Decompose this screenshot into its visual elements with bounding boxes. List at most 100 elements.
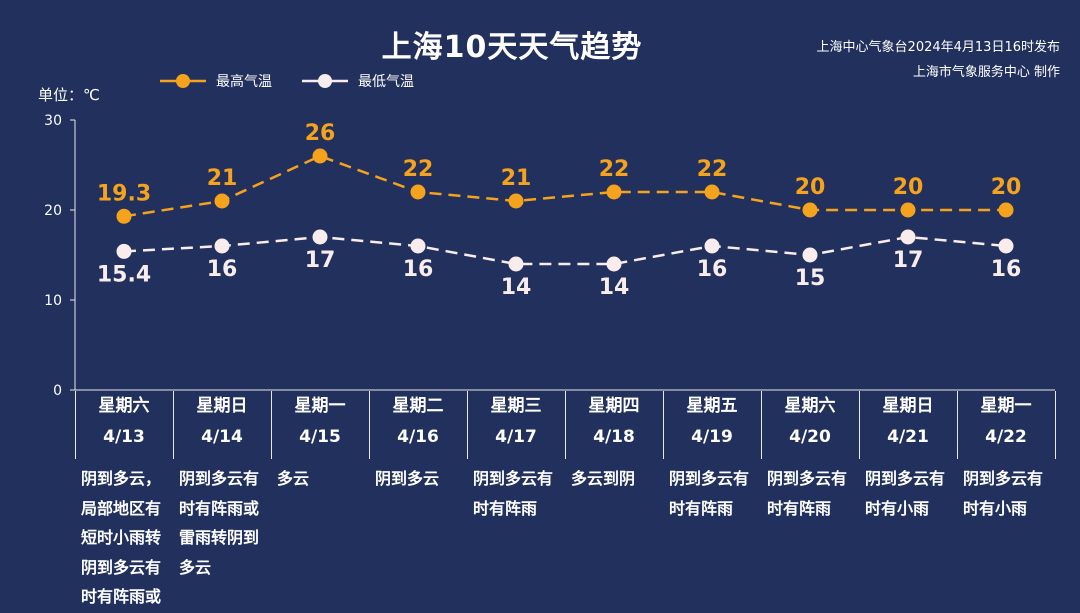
weekday-label: 星期四 [588,396,640,416]
column-divider [761,391,762,459]
day-header: 星期一 4/15 [271,391,369,459]
date-label: 4/15 [299,427,341,447]
data-point-high [214,193,230,209]
column-divider [565,391,566,459]
weather-description: 阴到多云有时有小雨 [865,469,946,518]
y-tick-label: 20 [44,203,62,219]
weather-description: 阴到多云，局部地区有短时小雨转阴到多云有时有阵雨或 [81,469,162,606]
data-label-low: 16 [991,257,1022,282]
column-divider [75,391,76,459]
data-point-low [508,256,524,272]
weather-description: 阴到多云有时有小雨 [963,469,1044,518]
data-point-high [312,148,328,164]
column-divider [271,391,272,459]
source-publish-line: 上海中心气象台2024年4月13日16时发布 [816,40,1060,55]
legend-item-low: 最低气温 [302,71,414,91]
data-point-low [116,243,132,259]
data-label-high: 26 [305,121,336,146]
data-point-high [410,184,426,200]
weekday-label: 星期五 [686,396,738,416]
data-label-low: 16 [207,257,238,282]
data-label-low: 15.4 [97,262,151,287]
legend-label-high: 最高气温 [216,74,272,90]
data-point-low [998,238,1014,254]
day-header: 星期五 4/19 [663,391,761,459]
weather-description: 阴到多云有时有阵雨 [473,469,554,518]
data-label-low: 17 [893,248,924,273]
data-point-high [900,202,916,218]
data-point-low [410,238,426,254]
data-label-high: 21 [207,166,238,191]
day-header: 星期日 4/14 [173,391,271,459]
date-label: 4/22 [985,427,1027,447]
source-info: 上海中心气象台2024年4月13日16时发布 上海市气象服务中心 制作 [817,35,1060,85]
data-label-high: 20 [795,175,826,200]
y-tick-label: 30 [44,113,62,129]
day-header: 星期三 4/17 [467,391,565,459]
date-label: 4/20 [789,427,831,447]
data-point-low [802,247,818,263]
weather-description: 阴到多云有时有阵雨 [767,469,848,518]
date-label: 4/13 [103,427,145,447]
data-label-high: 22 [403,157,434,182]
legend-label-low: 最低气温 [358,74,414,90]
data-label-high: 19.3 [97,181,151,206]
legend-swatch-low [302,74,348,88]
weekday-label: 星期一 [294,396,346,416]
data-label-low: 16 [403,257,434,282]
series-line-low [123,235,1007,266]
data-label-high: 20 [991,175,1022,200]
day-header: 星期四 4/18 [565,391,663,459]
weekday-label: 星期日 [196,396,248,416]
series-line-high [123,154,1006,218]
day-header: 星期二 4/16 [369,391,467,459]
weather-description: 阴到多云有时有阵雨或雷雨转阴到多云 [179,469,260,577]
weekday-label: 星期日 [882,396,934,416]
source-producer-line: 上海市气象服务中心 制作 [912,65,1060,80]
data-point-low [900,229,916,245]
date-label: 4/21 [887,427,929,447]
data-label-low: 15 [795,266,826,291]
y-tick-label: 10 [44,293,62,309]
data-label-low: 14 [501,275,532,300]
data-label-high: 21 [501,166,532,191]
weekday-label: 星期六 [98,396,150,416]
data-label-high: 22 [599,157,630,182]
weather-description: 阴到多云有时有阵雨 [669,469,750,518]
date-label: 4/17 [495,427,537,447]
y-tick-label: 0 [53,383,62,399]
weekday-label: 星期一 [980,396,1032,416]
data-point-high [998,202,1014,218]
data-label-high: 20 [893,175,924,200]
column-divider [1055,391,1056,459]
legend: 最高气温 最低气温 [160,70,444,92]
legend-item-high: 最高气温 [160,71,272,91]
column-divider [467,391,468,459]
day-header: 星期一 4/22 [957,391,1055,459]
data-point-high [508,193,524,209]
data-point-low [312,229,328,245]
weather-description: 多云 [277,469,310,488]
weather-description: 多云到阴 [571,469,636,488]
data-point-high [802,202,818,218]
data-label-low: 14 [599,275,630,300]
weekday-label: 星期二 [392,396,444,416]
data-label-low: 17 [305,248,336,273]
date-label: 4/14 [201,427,243,447]
column-divider [369,391,370,459]
date-label: 4/18 [593,427,635,447]
day-header: 星期六 4/20 [761,391,859,459]
data-point-high [606,184,622,200]
day-header: 星期六 4/13 [75,391,173,459]
weather-description: 阴到多云 [375,469,440,488]
data-point-low [704,238,720,254]
date-label: 4/19 [691,427,733,447]
column-divider [957,391,958,459]
data-point-high [116,208,132,224]
weekday-label: 星期三 [490,396,542,416]
column-divider [663,391,664,459]
data-label-high: 22 [697,157,728,182]
chart-title: 上海10天天气趋势 [381,30,643,65]
day-header: 星期日 4/21 [859,391,957,459]
column-divider [859,391,860,459]
